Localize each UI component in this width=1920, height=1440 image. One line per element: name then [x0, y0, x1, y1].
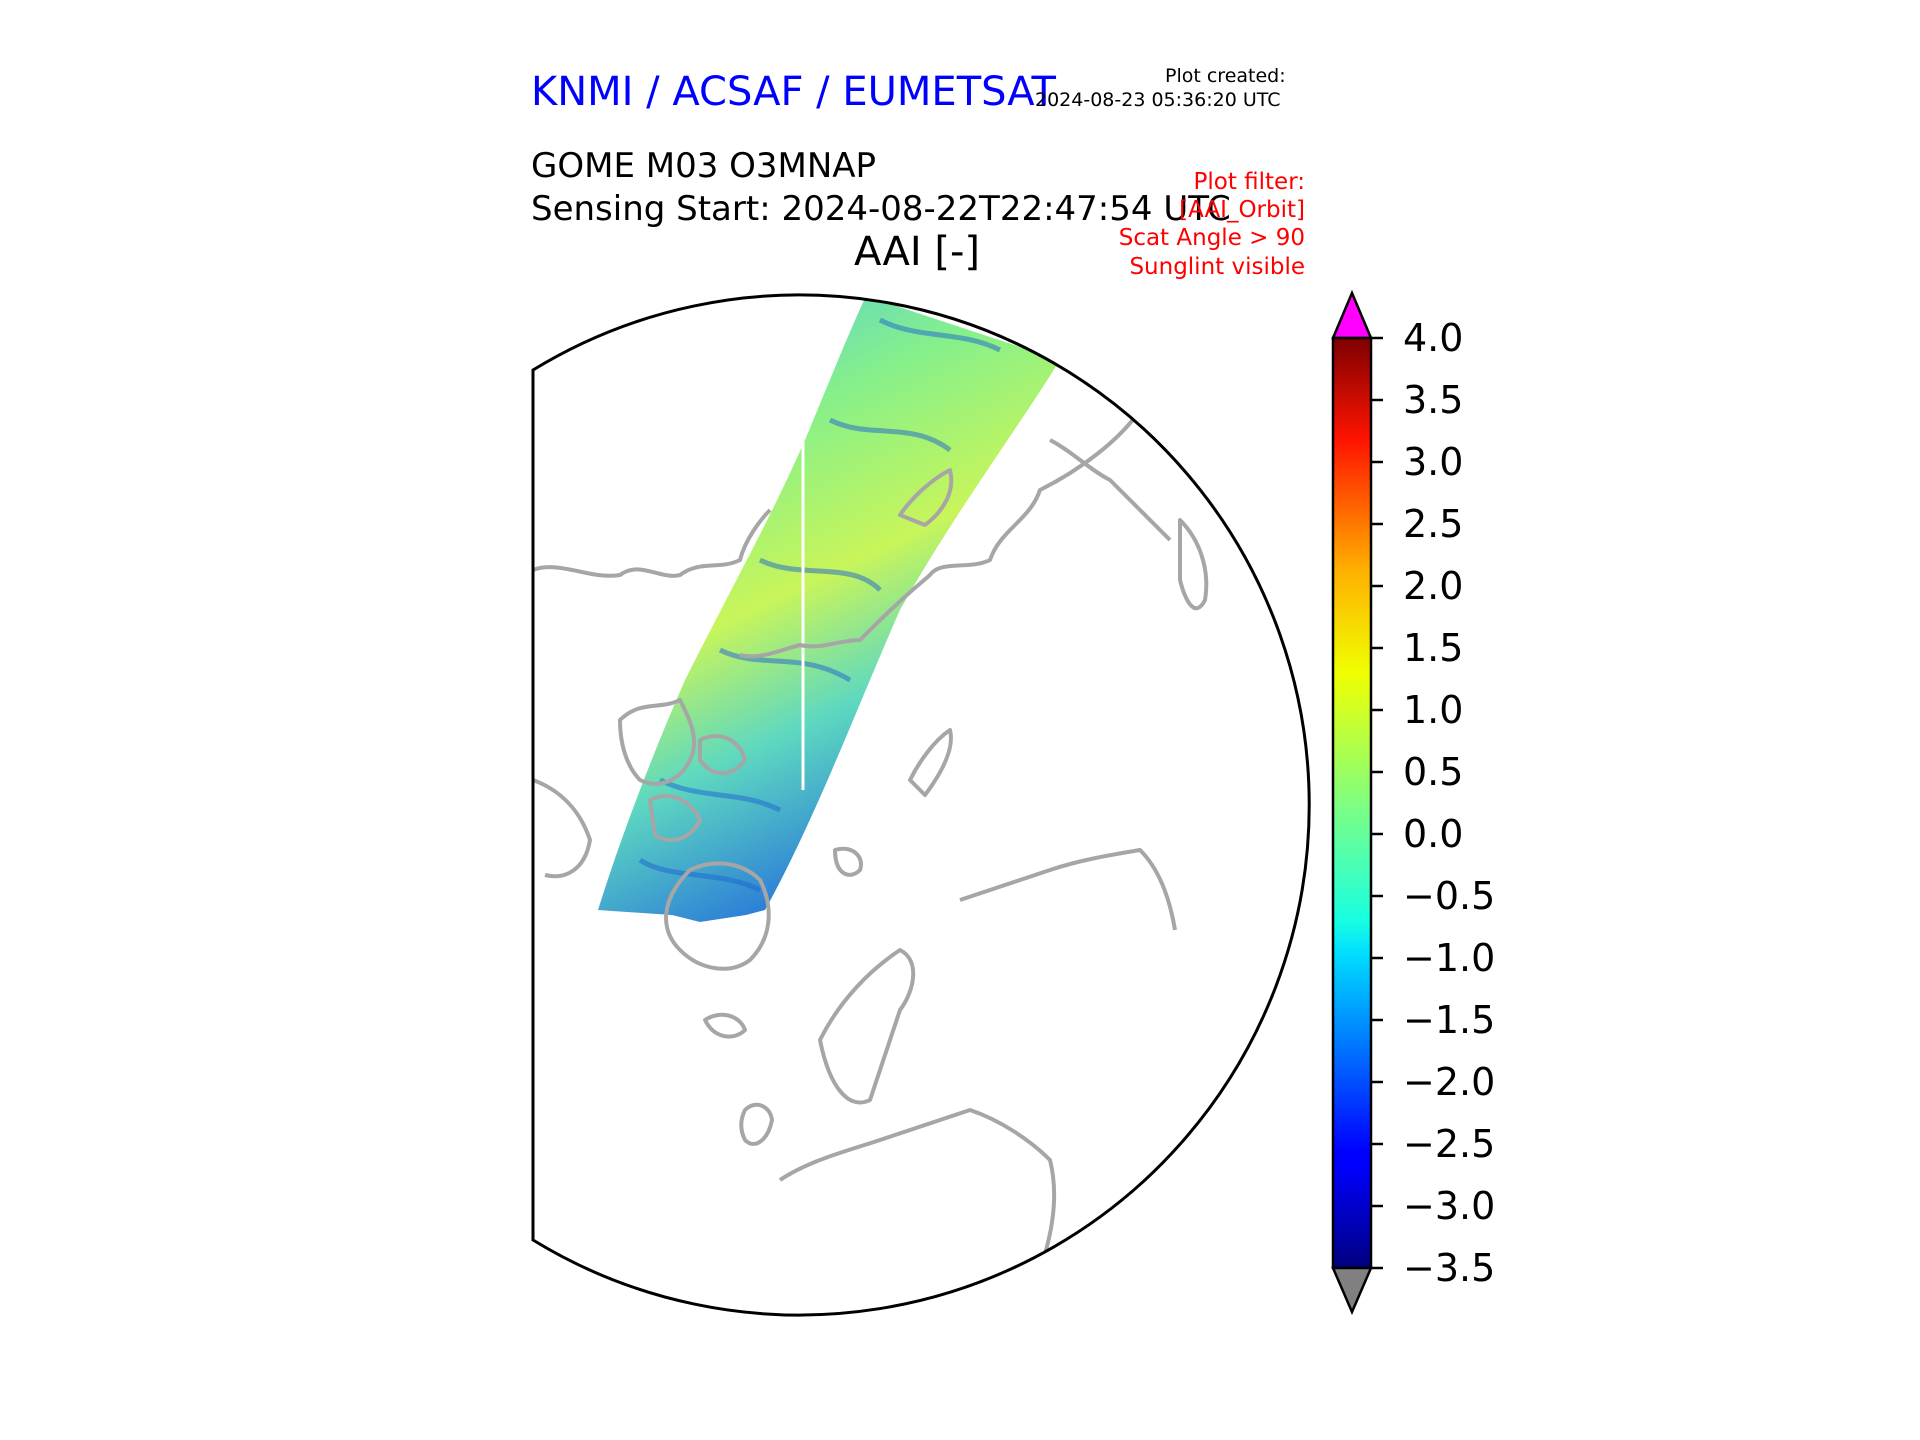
colorbar-tick-label: 3.5 [1403, 378, 1463, 422]
organization-title: KNMI / ACSAF / EUMETSAT [531, 69, 1056, 115]
swath-texture [638, 317, 1002, 893]
plot-created-timestamp: 2024-08-23 05:36:20 UTC [1035, 89, 1281, 111]
taymyr-peninsula [898, 468, 954, 527]
map-area [533, 295, 1310, 1315]
colorbar-tick-label: 4.0 [1403, 316, 1463, 360]
canadian-archipelago [618, 698, 747, 842]
colorbar-tick-label: −0.5 [1403, 874, 1495, 918]
colorbar-tick-label: −3.0 [1403, 1184, 1495, 1228]
europe-coast [778, 1108, 1057, 1271]
colorbar-tick-label: 0.5 [1403, 750, 1463, 794]
satellite-swath [598, 296, 1060, 922]
colorbar-tick-label: 3.0 [1403, 440, 1463, 484]
novaya-zemlya [908, 728, 953, 797]
greenland [664, 861, 771, 971]
filter-orbit: [AAI_Orbit] [1179, 197, 1305, 223]
colorbar-tick-label: 2.5 [1403, 502, 1463, 546]
colorbar-tick-label: −1.5 [1403, 998, 1495, 1042]
colorbar-tick-label: −2.5 [1403, 1122, 1495, 1166]
coastlines [533, 408, 1209, 1271]
filter-scat-angle: Scat Angle > 90 [1118, 225, 1305, 251]
iceland [703, 1012, 747, 1039]
colorbar-tick-label: 1.0 [1403, 688, 1463, 732]
scandinavia [818, 948, 916, 1105]
filter-sunglint: Sunglint visible [1129, 254, 1305, 280]
colorbar-extend-high [1331, 289, 1373, 340]
product-name: GOME M03 O3MNAP [531, 146, 877, 186]
variable-title: AAI [-] [854, 229, 980, 275]
colorbar-tick-label: 2.0 [1403, 564, 1463, 608]
kamchatka [1178, 518, 1209, 611]
colorbar-tick-label: −1.0 [1403, 936, 1495, 980]
sensing-start: Sensing Start: 2024-08-22T22:47:54 UTC [531, 189, 1231, 229]
colorbar-extend-low [1331, 1266, 1373, 1316]
siberia-coast [739, 408, 1142, 659]
svalbard [833, 846, 863, 877]
kolyma-coast [1049, 438, 1172, 542]
colorbar-tick-label: −3.5 [1403, 1246, 1495, 1290]
colorbar: 4.0 3.5 3.0 2.5 2.0 1.5 1.0 0.5 0.0 −0.5 −1.0 −1.5 −… [1331, 289, 1495, 1316]
colorbar-tick-label: 0.0 [1403, 812, 1463, 856]
colorbar-body [1331, 336, 1373, 1270]
hudson-bay [533, 778, 592, 879]
russia-coast [959, 848, 1177, 931]
filter-label: Plot filter: [1193, 169, 1305, 195]
colorbar-tick-label: 1.5 [1403, 626, 1463, 670]
north-america-coast [533, 508, 772, 578]
colorbar-ticks: 4.0 3.5 3.0 2.5 2.0 1.5 1.0 0.5 0.0 −0.5 −1.0 −1.5 −… [1371, 316, 1495, 1290]
plot-created-label: Plot created: [1165, 65, 1286, 87]
british-isles [739, 1102, 774, 1146]
map-boundary [531, 293, 1311, 1317]
colorbar-tick-label: −2.0 [1403, 1060, 1495, 1104]
